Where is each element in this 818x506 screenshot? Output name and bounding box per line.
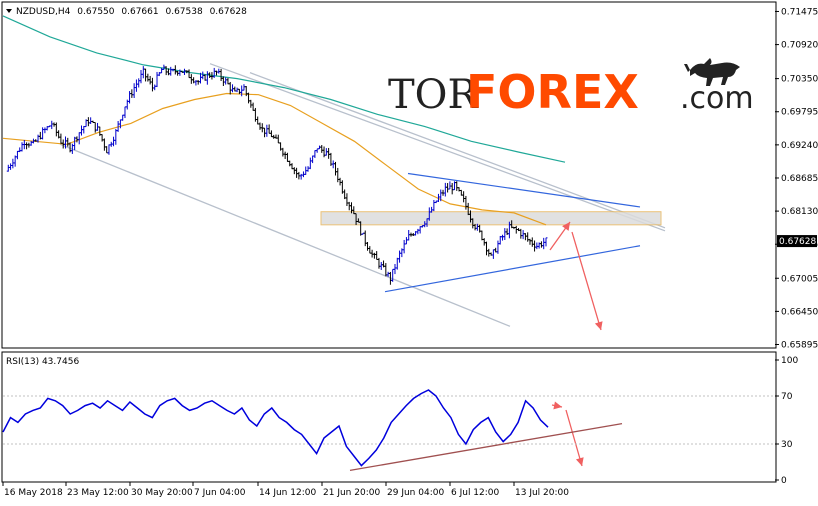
logo-forex: FOREX <box>466 65 639 119</box>
symbol-label: NZDUSD,H4 <box>16 7 71 17</box>
price-tick-label: 0.70350 <box>781 75 818 85</box>
ma-fast-line <box>2 92 547 226</box>
rsi-arrow-down-head <box>575 457 584 466</box>
price-tick-label: 0.65895 <box>781 341 818 351</box>
price-tick-label: 0.71475 <box>781 7 818 17</box>
resistance-zone-box <box>320 211 662 226</box>
rsi-panel[interactable] <box>1 351 777 483</box>
time-tick-label: 7 Jun 04:00 <box>194 488 246 498</box>
low-value: 0.67538 <box>165 7 202 17</box>
triangle-upper-line <box>407 172 641 208</box>
channel-lines[interactable] <box>59 63 666 327</box>
logo-tor: TOR <box>388 72 479 118</box>
svg-text:NZDUSD,H4 0.67550: NZDUSD,H4 0.67550 0.67661 0.67538 0.6762… <box>16 7 247 17</box>
logo-com: .com <box>680 81 754 116</box>
price-tick-label: 0.69795 <box>781 108 818 118</box>
rsi-arrow-up-head <box>553 401 562 410</box>
channel-mid-line <box>249 72 666 229</box>
time-tick-label: 30 May 20:00 <box>131 488 193 498</box>
ma-slow-line <box>2 15 566 163</box>
rsi-tick-label: 30 <box>781 440 793 450</box>
rsi-arrow-down <box>565 409 583 467</box>
rsi-header: RSI(13) 43.7456 <box>6 357 79 367</box>
open-value: 0.67550 <box>77 7 114 17</box>
rsi-trendline <box>349 422 623 472</box>
time-tick-label: 16 May 2018 <box>4 488 63 498</box>
forecast-arrow-down-head <box>594 321 603 330</box>
close-value: 0.67628 <box>210 7 247 17</box>
price-tick-label: 0.66450 <box>781 307 818 317</box>
time-tick-label: 6 Jul 12:00 <box>451 488 500 498</box>
rsi-axis: 100 70 30 0 <box>775 356 798 486</box>
torforex-logo[interactable]: TOR FOREX .com <box>388 58 754 119</box>
price-tick-label: 0.67005 <box>781 274 818 284</box>
rsi-line <box>2 389 549 467</box>
rsi-tick-label: 0 <box>781 476 787 486</box>
time-tick-label: 29 Jun 04:00 <box>387 488 444 498</box>
time-tick-label: 13 Jul 20:00 <box>515 488 569 498</box>
forecast-arrow-down <box>571 231 602 331</box>
price-tick-label: 0.69240 <box>781 141 818 151</box>
price-panel[interactable] <box>1 1 777 349</box>
chart-header: NZDUSD,H4 0.67550 0.67661 0.67538 0.6762… <box>6 7 247 17</box>
rsi-tick-label: 70 <box>781 392 793 402</box>
channel-upper-line <box>209 63 666 232</box>
price-tick-label: 0.68130 <box>781 207 818 217</box>
rsi-indicator <box>2 389 775 472</box>
candles <box>6 64 548 285</box>
price-axis: 0.71475 0.70920 0.70350 0.69795 0.69240 0.686… <box>775 7 818 351</box>
forecast-arrows[interactable] <box>549 221 603 467</box>
current-price-label: 0.67628 <box>779 237 816 247</box>
channel-lower-line <box>59 143 511 327</box>
current-price-tag: 0.67628 <box>777 235 817 248</box>
price-tick-label: 0.68685 <box>781 174 818 184</box>
time-tick-label: 23 May 12:00 <box>67 488 129 498</box>
rsi-tick-label: 100 <box>781 356 798 366</box>
bull-icon <box>684 58 740 86</box>
resistance-zone[interactable] <box>320 211 662 226</box>
triangle-down-icon[interactable] <box>6 9 12 13</box>
forecast-arrow-up-head <box>562 222 570 231</box>
time-axis: 16 May 2018 23 May 12:00 30 May 20:00 7 Jun… <box>2 482 569 498</box>
high-value: 0.67661 <box>121 7 158 17</box>
time-tick-label: 21 Jun 20:00 <box>323 488 380 498</box>
moving-averages <box>2 15 566 226</box>
triangle-lower-line <box>384 245 641 293</box>
price-tick-label: 0.70920 <box>781 41 818 51</box>
triangle-lines[interactable] <box>384 172 641 293</box>
time-tick-label: 14 Jun 12:00 <box>259 488 316 498</box>
